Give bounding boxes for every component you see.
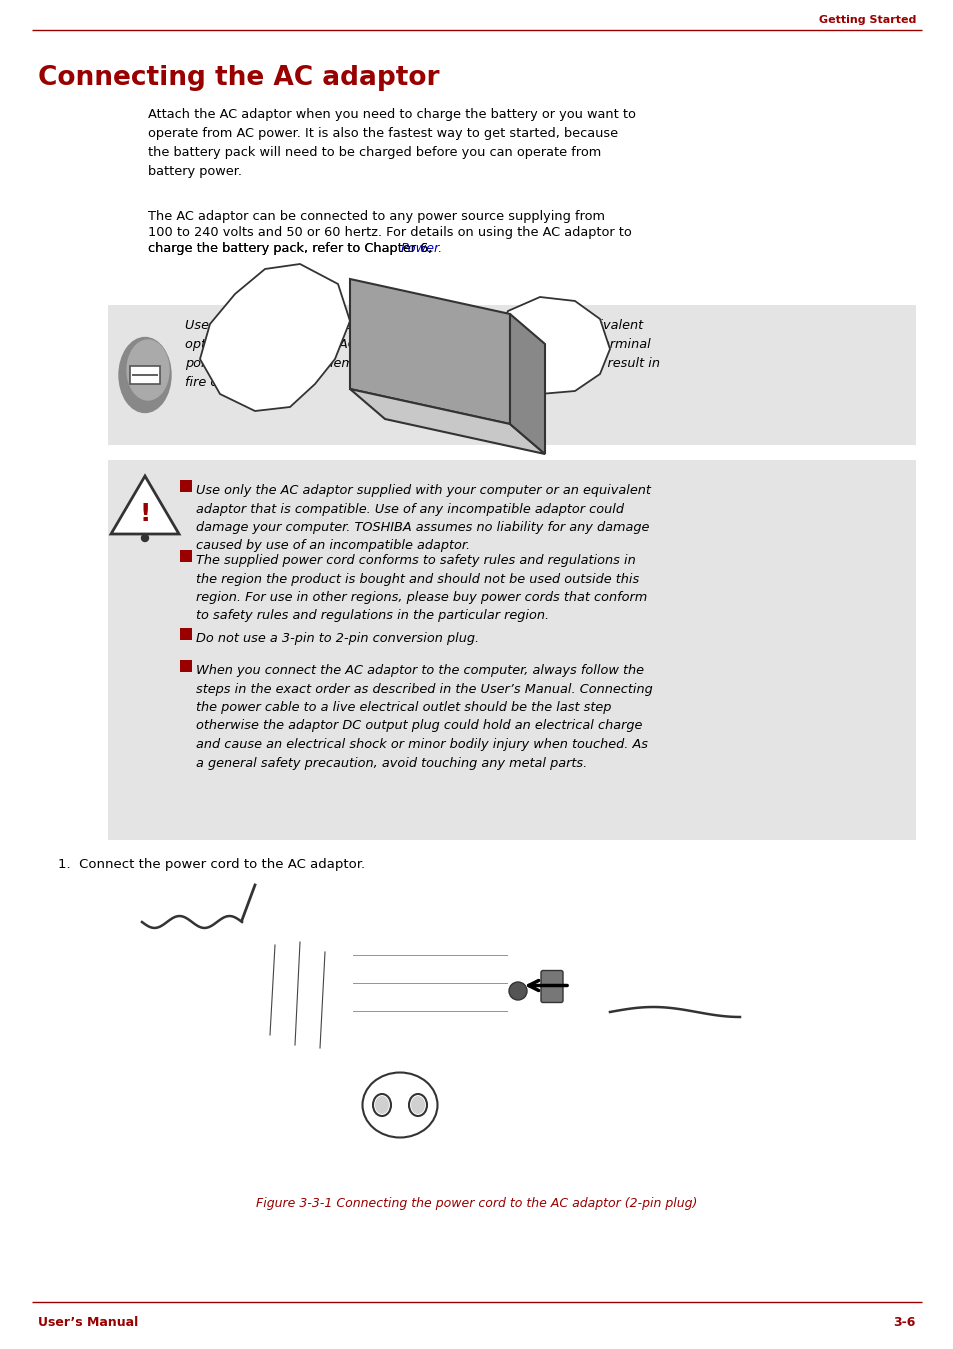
Polygon shape	[200, 264, 350, 411]
Text: Use only the AC adaptor supplied with your computer or an equivalent
adaptor tha: Use only the AC adaptor supplied with yo…	[195, 484, 650, 553]
Ellipse shape	[509, 982, 526, 1000]
Text: 1.  Connect the power cord to the AC adaptor.: 1. Connect the power cord to the AC adap…	[58, 858, 365, 871]
FancyBboxPatch shape	[180, 480, 192, 492]
Ellipse shape	[119, 337, 171, 413]
Text: The AC adaptor can be connected to any power source supplying from: The AC adaptor can be connected to any p…	[148, 210, 604, 223]
Text: User’s Manual: User’s Manual	[38, 1315, 138, 1329]
FancyBboxPatch shape	[108, 460, 915, 840]
Text: Use only the AC adaptor that came with the computer or an equivalent
optional ad: Use only the AC adaptor that came with t…	[185, 318, 659, 389]
Text: The supplied power cord conforms to safety rules and regulations in
the region t: The supplied power cord conforms to safe…	[195, 554, 646, 622]
Ellipse shape	[409, 1094, 427, 1116]
Polygon shape	[510, 314, 544, 455]
FancyBboxPatch shape	[540, 970, 562, 1002]
Text: Getting Started: Getting Started	[818, 15, 915, 26]
Polygon shape	[350, 279, 510, 424]
Text: When you connect the AC adaptor to the computer, always follow the
steps in the : When you connect the AC adaptor to the c…	[195, 664, 652, 769]
Polygon shape	[350, 389, 544, 455]
Text: Figure 3-3-1 Connecting the power cord to the AC adaptor (2-pin plug): Figure 3-3-1 Connecting the power cord t…	[256, 1197, 697, 1210]
Polygon shape	[495, 297, 609, 394]
Polygon shape	[477, 379, 517, 414]
FancyBboxPatch shape	[180, 629, 192, 639]
Text: !: !	[139, 502, 151, 526]
Ellipse shape	[127, 340, 169, 401]
Ellipse shape	[411, 1095, 424, 1114]
Polygon shape	[111, 476, 179, 534]
Text: charge the battery pack, refer to Chapter 6,: charge the battery pack, refer to Chapte…	[148, 241, 436, 255]
FancyBboxPatch shape	[180, 660, 192, 672]
Text: Connecting the AC adaptor: Connecting the AC adaptor	[38, 65, 439, 90]
Text: 100 to 240 volts and 50 or 60 hertz. For details on using the AC adaptor to: 100 to 240 volts and 50 or 60 hertz. For…	[148, 227, 631, 239]
FancyBboxPatch shape	[130, 366, 160, 384]
Text: Attach the AC adaptor when you need to charge the battery or you want to
operate: Attach the AC adaptor when you need to c…	[148, 108, 636, 178]
Ellipse shape	[141, 534, 149, 541]
Text: 3-6: 3-6	[893, 1315, 915, 1329]
Text: Power.: Power.	[400, 241, 443, 255]
FancyBboxPatch shape	[180, 550, 192, 563]
FancyBboxPatch shape	[108, 305, 915, 445]
Text: charge the battery pack, refer to Chapter 6,: charge the battery pack, refer to Chapte…	[148, 241, 436, 255]
Ellipse shape	[362, 1072, 437, 1137]
Ellipse shape	[373, 1094, 391, 1116]
Ellipse shape	[375, 1095, 389, 1114]
Text: Do not use a 3-pin to 2-pin conversion plug.: Do not use a 3-pin to 2-pin conversion p…	[195, 631, 478, 645]
